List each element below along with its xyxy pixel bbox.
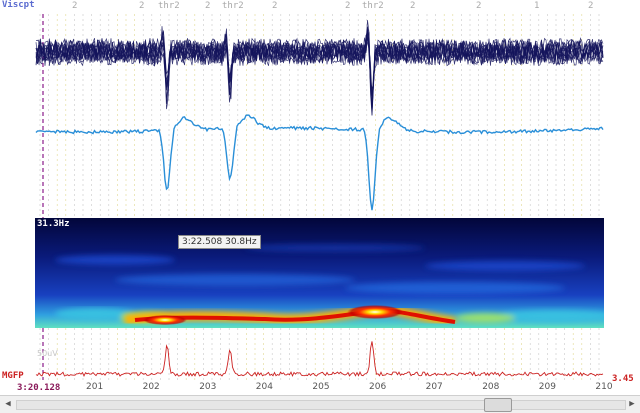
spike-overlay-trace [35,20,604,110]
event-marker-label: 2 [588,1,594,11]
time-tick-label: 205 [312,382,330,392]
time-tick-label: 209 [538,382,556,392]
event-marker-label: 2 [139,1,145,11]
cursor-tooltip: 3:22.508 30.8Hz [178,235,261,249]
time-tick-label: 202 [142,382,160,392]
mean-trace [35,114,604,211]
spike-overlay-trace [35,27,604,116]
event-marker-label: 2 [72,1,78,11]
lfp-channel-name: MGFP [2,371,24,381]
time-tick-label: 204 [255,382,273,392]
event-marker-label: 2 [272,1,278,11]
spike-overlay-trace [35,31,604,89]
event-marker-label: thr2 [158,1,180,11]
event-marker-label: 2 [410,1,416,11]
time-tick-label: 208 [482,382,500,392]
time-tick-label: 206 [369,382,387,392]
spectrogram-max-frequency: 31.3Hz [37,219,70,229]
time-start-label: 3:20.128 [17,383,61,393]
time-tick-label: 201 [86,382,104,392]
event-marker-label: 1 [534,1,540,11]
time-tick-label: 203 [199,382,217,392]
event-marker-label: thr2 [362,1,384,11]
app-title: Viscpt [2,0,35,10]
scroll-right-icon[interactable]: ▶ [629,399,635,409]
event-marker-label: 2 [345,1,351,11]
scroll-left-icon[interactable]: ◀ [5,399,11,409]
event-marker-label: 2 [205,1,211,11]
lfp-cursor-value: 3.45 [612,374,634,384]
lfp-scale-label: 50uV [37,349,58,358]
spike-overlay-trace [35,28,604,97]
lfp-trace [35,341,604,378]
spectrogram-panel[interactable] [35,218,604,328]
lfp-trace-panel[interactable] [0,328,640,394]
event-marker-label: thr2 [222,1,244,11]
time-tick-label: 210 [595,382,613,392]
scrollbar-track[interactable] [16,400,626,410]
scrollbar-thumb[interactable] [484,398,512,412]
event-marker-label: 2 [476,1,482,11]
spike-traces-panel[interactable] [0,0,640,218]
spike-overlay-trace [35,31,604,113]
time-tick-label: 207 [425,382,443,392]
